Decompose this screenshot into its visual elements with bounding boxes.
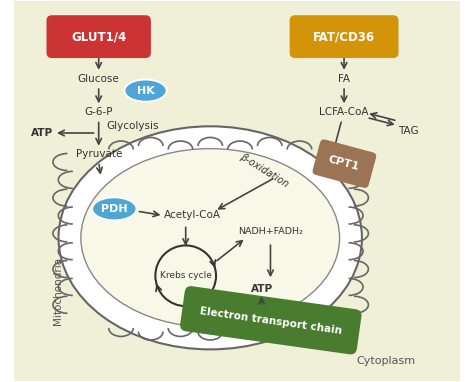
Ellipse shape (59, 126, 362, 350)
Ellipse shape (92, 197, 137, 220)
Ellipse shape (124, 79, 167, 102)
Text: PDH: PDH (101, 204, 128, 214)
Text: Mitochondria: Mitochondria (53, 257, 63, 325)
Text: β-oxidation: β-oxidation (237, 151, 290, 189)
Text: Krebs cycle: Krebs cycle (160, 271, 211, 280)
FancyBboxPatch shape (180, 286, 362, 354)
Text: HK: HK (137, 86, 155, 96)
FancyBboxPatch shape (7, 0, 467, 382)
Text: Cytoplasm: Cytoplasm (356, 356, 415, 366)
FancyBboxPatch shape (46, 15, 151, 58)
Ellipse shape (81, 149, 339, 327)
Text: Electron transport chain: Electron transport chain (199, 306, 342, 336)
Text: ATP: ATP (250, 284, 273, 294)
Text: Acetyl-CoA: Acetyl-CoA (164, 210, 221, 220)
Text: LCFA-CoA: LCFA-CoA (319, 107, 369, 117)
Text: G-6-P: G-6-P (84, 107, 113, 117)
Text: GLUT1/4: GLUT1/4 (71, 30, 126, 43)
Text: TAG: TAG (399, 126, 419, 136)
Text: Pyruvate: Pyruvate (75, 149, 122, 159)
Text: FAT/CD36: FAT/CD36 (313, 30, 375, 43)
Text: CPT1: CPT1 (327, 154, 360, 172)
Text: Glucose: Glucose (78, 74, 119, 84)
FancyBboxPatch shape (290, 15, 399, 58)
Text: Glycolysis: Glycolysis (106, 121, 158, 131)
Text: NADH+FADH₂: NADH+FADH₂ (238, 227, 303, 236)
Text: FA: FA (338, 74, 350, 84)
FancyBboxPatch shape (312, 139, 376, 188)
Text: ATP: ATP (30, 128, 53, 138)
